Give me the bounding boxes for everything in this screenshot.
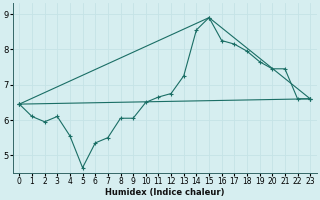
X-axis label: Humidex (Indice chaleur): Humidex (Indice chaleur) [105,188,225,197]
